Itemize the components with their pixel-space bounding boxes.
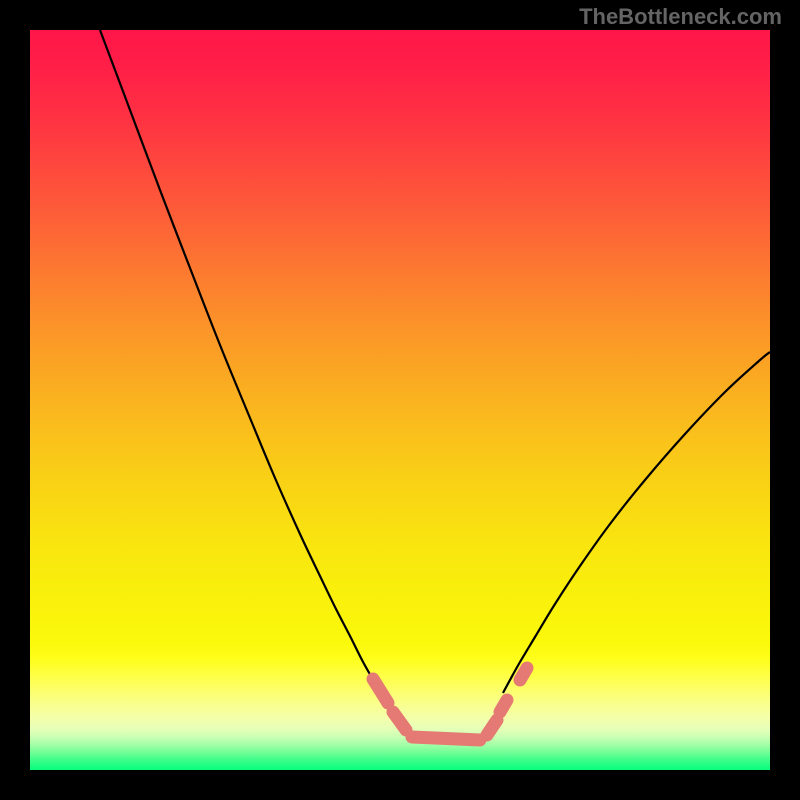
chart-stage: TheBottleneck.com	[0, 0, 800, 800]
attribution-text: TheBottleneck.com	[579, 4, 782, 30]
gradient-plot-area	[30, 30, 770, 770]
